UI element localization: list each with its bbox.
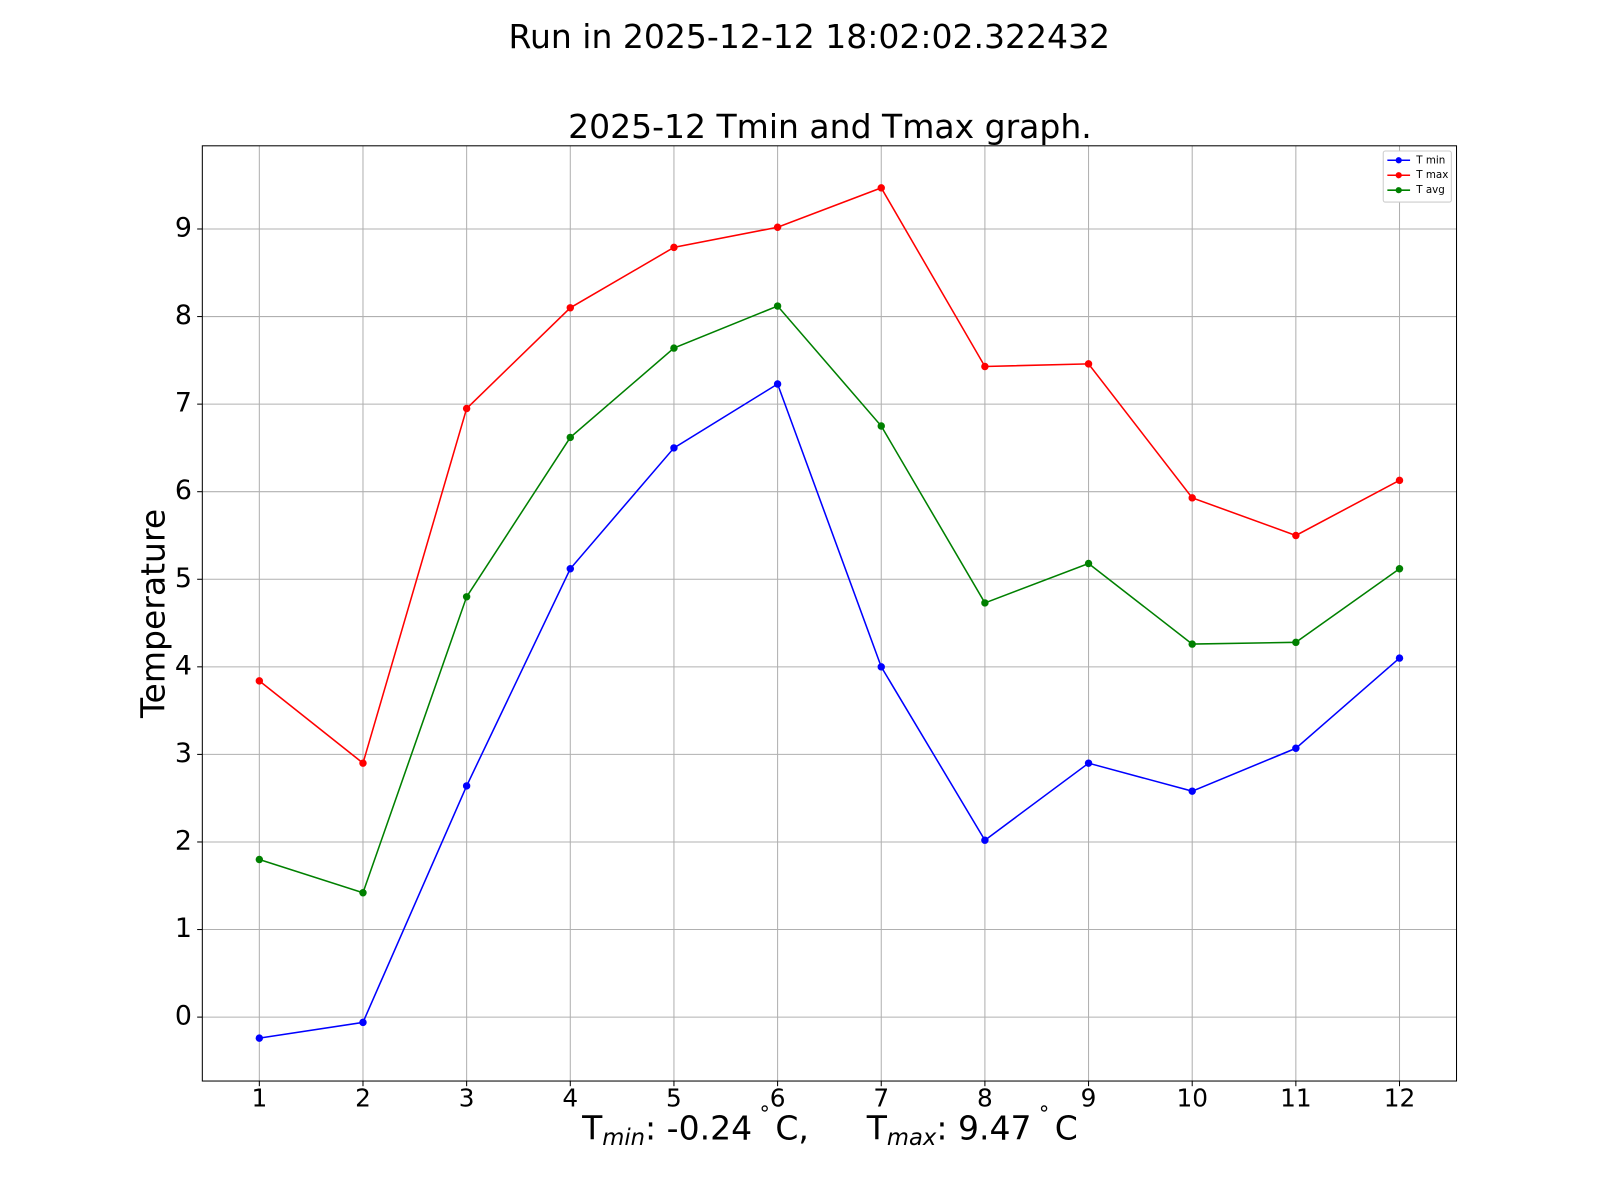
x-tick-label: 4	[562, 1084, 578, 1113]
marker	[1188, 640, 1196, 648]
x-tick-label: 1	[251, 1084, 267, 1113]
marker	[566, 433, 575, 442]
chart-title: 2025-12 Tmin and Tmax graph.	[568, 107, 1092, 146]
marker	[566, 565, 575, 573]
marker	[773, 223, 782, 231]
marker	[981, 362, 989, 371]
x-tick-label: 11	[1280, 1084, 1312, 1113]
x-label-part: : -0.24	[645, 1108, 752, 1147]
legend-marker	[1395, 172, 1402, 179]
marker	[981, 599, 989, 607]
marker	[255, 677, 264, 685]
y-tick-label: 6	[175, 475, 192, 506]
x-tick-label: 9	[1081, 1084, 1097, 1113]
legend-label: T max	[1415, 169, 1448, 181]
y-axis-label: Temperature	[133, 509, 172, 719]
legend-label: T min	[1415, 154, 1445, 166]
legend-marker	[1395, 157, 1402, 164]
x-label-part: T	[866, 1108, 888, 1147]
marker	[877, 663, 885, 671]
plot-frame	[201, 145, 1458, 1082]
x-tick-label: 10	[1176, 1084, 1208, 1113]
y-tick-label: 0	[175, 1001, 192, 1032]
x-label-part: ∘	[1038, 1096, 1051, 1120]
marker	[981, 836, 989, 844]
marker	[462, 593, 471, 601]
x-tick-label: 8	[977, 1084, 993, 1113]
marker	[255, 855, 264, 864]
marker	[1084, 360, 1093, 368]
x-label-part: T	[581, 1108, 603, 1147]
marker	[1188, 494, 1196, 502]
line	[259, 305, 1400, 894]
x-label-part: C	[1055, 1108, 1078, 1147]
line	[258, 186, 1400, 765]
marker	[359, 889, 367, 897]
x-label-part: : 9.47	[936, 1108, 1031, 1147]
marker	[877, 422, 885, 430]
y-tick-label: 5	[175, 563, 192, 594]
marker	[1395, 654, 1404, 662]
x-tick-label: 6	[770, 1084, 786, 1113]
line	[259, 382, 1401, 1039]
marker	[773, 302, 782, 310]
marker	[359, 759, 367, 767]
marker	[255, 1034, 264, 1042]
legend-marker	[1395, 187, 1402, 194]
marker	[1292, 744, 1300, 752]
marker	[1292, 531, 1300, 540]
x-tick-label: 2	[355, 1084, 371, 1113]
marker	[877, 184, 885, 192]
x-label-part: min	[602, 1124, 645, 1150]
y-tick-label: 7	[175, 388, 192, 419]
series	[255, 302, 1404, 897]
x-label-part: ∘	[758, 1096, 771, 1120]
legend-label: T avg	[1415, 184, 1445, 196]
marker	[1395, 565, 1404, 573]
marker	[566, 304, 575, 312]
marker	[1395, 476, 1404, 485]
series	[255, 380, 1404, 1042]
marker	[1084, 759, 1093, 767]
x-tick-label: 7	[873, 1084, 889, 1113]
x-tick-label: 3	[459, 1084, 475, 1113]
marker	[462, 782, 471, 790]
y-tick-label: 8	[175, 300, 192, 331]
series	[255, 184, 1404, 767]
marker	[670, 243, 678, 252]
y-tick-label: 1	[175, 913, 192, 944]
marker	[670, 344, 678, 352]
marker	[359, 1018, 367, 1027]
y-tick-label: 2	[175, 825, 192, 856]
x-axis-label: Tmin: -0.24∘C, Tmax: 9.47∘C	[581, 1096, 1078, 1150]
marker	[1292, 638, 1300, 647]
marker	[670, 444, 678, 452]
y-tick-label: 4	[175, 650, 192, 681]
x-tick-label: 5	[666, 1084, 682, 1113]
y-tick-label: 3	[175, 738, 192, 769]
y-tick-label: 9	[175, 212, 192, 243]
marker	[1188, 787, 1196, 795]
x-label-part: C,	[775, 1108, 809, 1147]
marker	[1084, 559, 1093, 568]
suptitle: Run in 2025-12-12 18:02:02.322432	[509, 17, 1111, 56]
x-tick-label: 12	[1384, 1084, 1416, 1113]
marker	[773, 380, 782, 388]
marker	[462, 404, 471, 413]
x-label-part: max	[887, 1124, 937, 1150]
